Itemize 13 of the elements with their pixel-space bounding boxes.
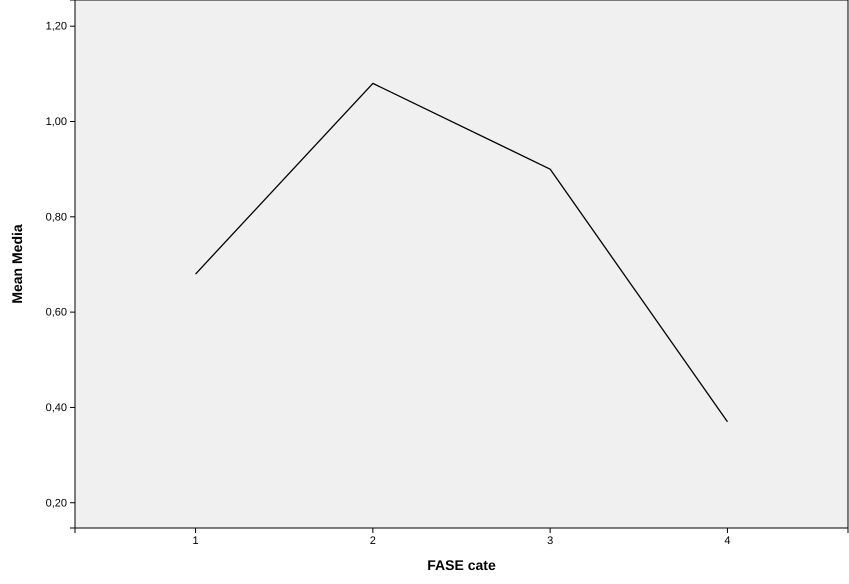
x-tick-label: 2 [370, 534, 376, 547]
x-tick-label: 1 [192, 534, 199, 547]
y-tick-label: 1,00 [46, 116, 67, 128]
x-tick-label: 4 [724, 534, 731, 547]
y-tick-label: 0,20 [46, 497, 67, 510]
line-series [194, 82, 728, 422]
y-axis-title: Mean Media [9, 224, 25, 304]
y-tick-label: 0,60 [46, 306, 67, 319]
x-tick-label: 3 [547, 534, 554, 547]
y-tick-label: 1,20 [46, 20, 67, 33]
y-tick-label: 0,80 [46, 211, 67, 224]
y-tick-label: 0,40 [46, 402, 67, 414]
x-axis-title: FASE cate [427, 557, 496, 573]
